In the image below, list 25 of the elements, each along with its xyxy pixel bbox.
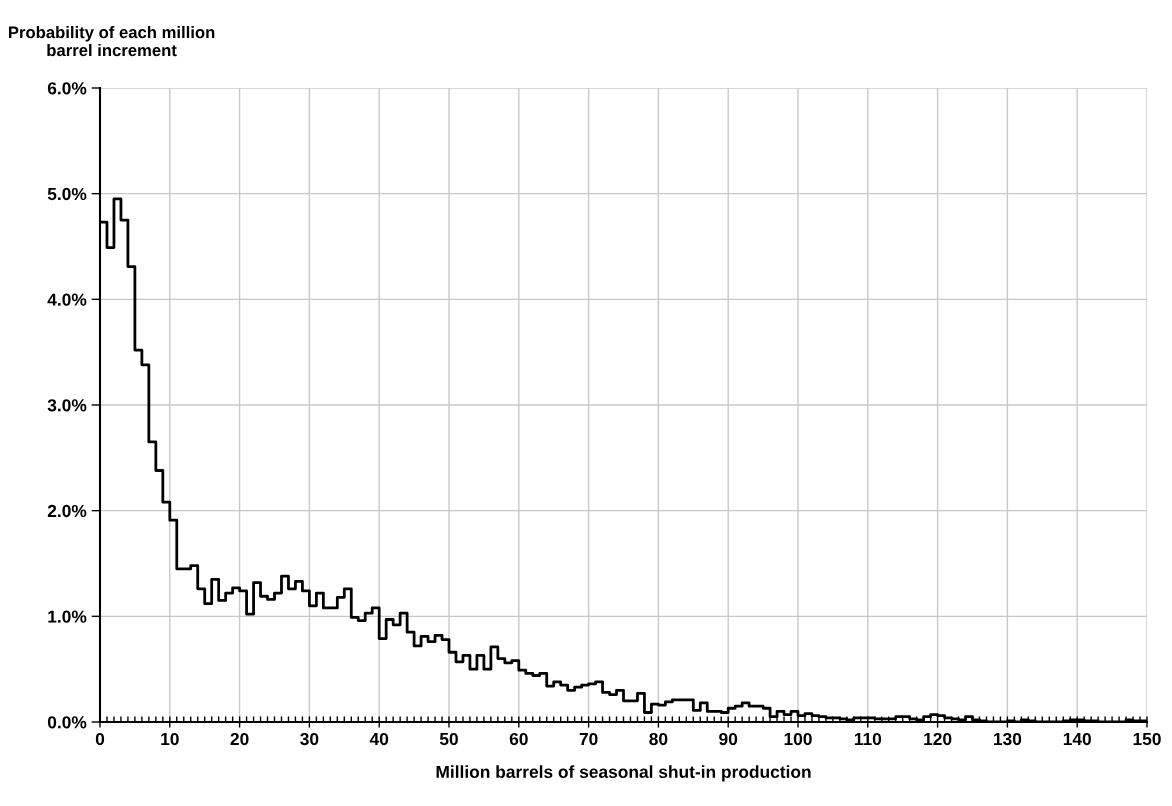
x-tick-label: 30 — [300, 732, 319, 746]
x-tick-label: 130 — [994, 732, 1022, 746]
y-tick-label: 3.0% — [47, 399, 87, 412]
y-tick-label: 4.0% — [47, 293, 87, 306]
x-tick-label: 100 — [784, 732, 812, 746]
x-tick-label: 80 — [649, 732, 668, 746]
x-tick-label: 60 — [509, 732, 528, 746]
y-axis-title: Probability of each million barrel increment — [8, 25, 215, 57]
x-tick-label: 40 — [369, 732, 389, 746]
x-axis-title: Million barrels of seasonal shut-in production — [436, 765, 811, 782]
x-tick-label: 110 — [854, 732, 882, 746]
y-tick-label: 5.0% — [47, 187, 87, 201]
x-tick-label: 50 — [439, 732, 458, 746]
y-tick-label: 6.0% — [47, 82, 87, 95]
y-tick-label: 0.0% — [47, 716, 87, 729]
x-tick-label: 0 — [95, 732, 105, 746]
x-tick-label: 10 — [161, 732, 179, 746]
y-tick-label: 2.0% — [47, 504, 87, 518]
x-tick-label: 150 — [1133, 732, 1161, 746]
x-tick-label: 120 — [924, 732, 952, 746]
x-tick-label: 70 — [579, 732, 598, 746]
y-tick-label: 1.0% — [48, 610, 87, 623]
x-tick-label: 140 — [1063, 732, 1091, 746]
x-tick-label: 20 — [230, 732, 249, 746]
x-tick-label: 90 — [719, 732, 738, 746]
